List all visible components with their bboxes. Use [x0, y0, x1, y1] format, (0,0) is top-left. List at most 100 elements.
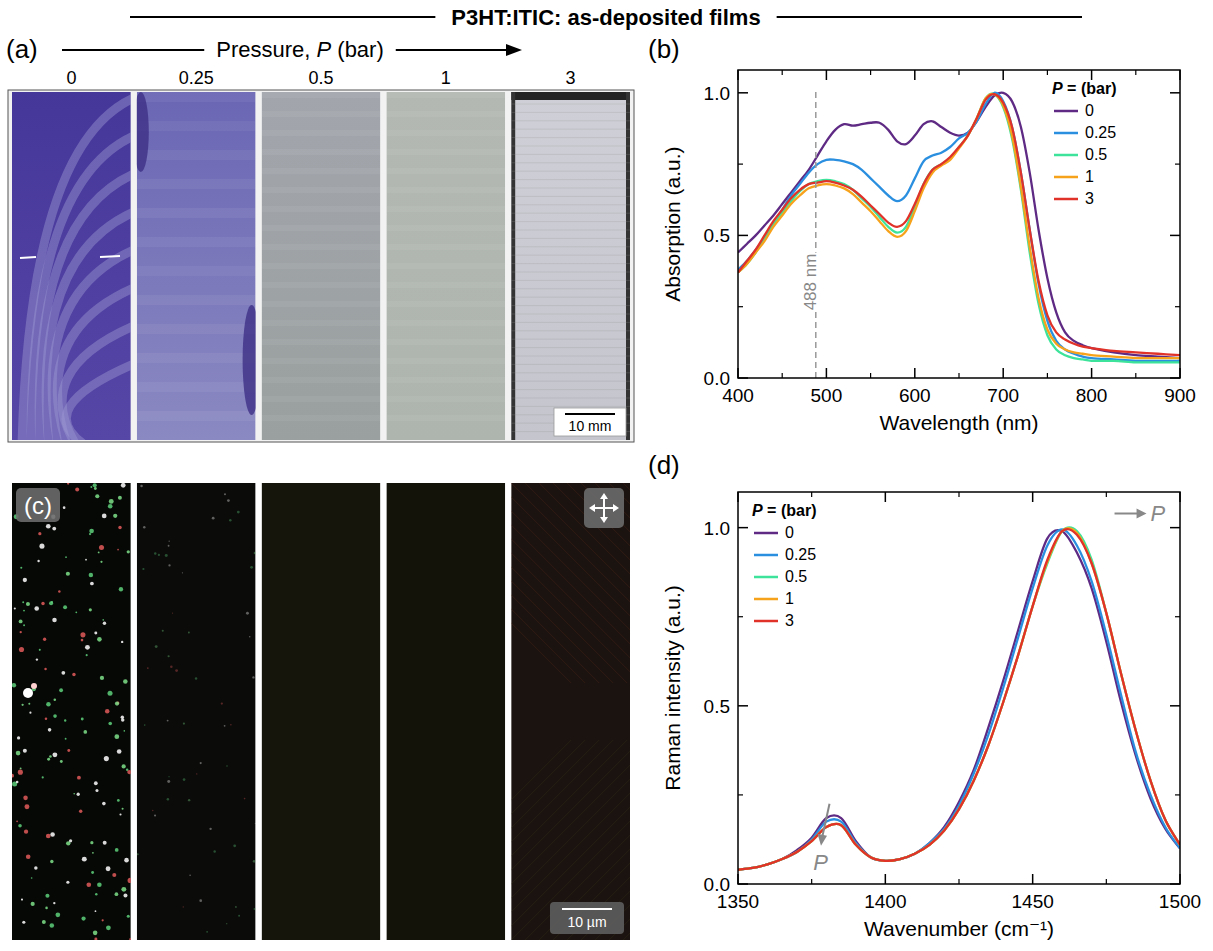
micrograph-strip	[511, 483, 630, 940]
minor-tick	[738, 794, 743, 795]
minor-tick	[1106, 879, 1107, 884]
texture	[221, 702, 223, 704]
text-part: (d)	[648, 450, 680, 480]
scale-bar-box	[550, 902, 624, 934]
text-part: Pressure,	[216, 37, 310, 62]
tick	[738, 377, 748, 379]
text-part: 3	[566, 68, 576, 88]
texture	[52, 752, 57, 757]
texture	[152, 810, 153, 811]
minor-tick	[870, 373, 871, 378]
texture	[386, 377, 505, 383]
texture	[511, 406, 630, 407]
texture	[511, 381, 630, 382]
texture	[90, 841, 93, 844]
texture	[262, 282, 381, 288]
legend-label: 0	[785, 524, 794, 541]
texture	[511, 120, 630, 121]
scale-bar-label: 10 µm	[567, 914, 606, 930]
text-part: (bar)	[776, 502, 816, 519]
text-part: 0	[66, 68, 76, 88]
texture	[386, 225, 505, 231]
texture	[196, 773, 197, 774]
text-part: µm	[583, 914, 607, 930]
text-part: (cm⁻¹)	[988, 917, 1054, 940]
legend-swatch	[754, 620, 778, 623]
minor-tick	[782, 70, 783, 75]
texture	[154, 552, 156, 554]
texture	[525, 483, 630, 683]
polarizer-icon	[613, 504, 619, 512]
texture	[511, 483, 630, 683]
texture	[212, 517, 215, 520]
plot-frame	[738, 492, 1180, 884]
texture	[115, 892, 119, 896]
texture	[48, 728, 52, 732]
photo-strip	[137, 92, 256, 440]
texture	[95, 494, 99, 498]
texture	[511, 238, 630, 239]
text-part: =	[763, 502, 777, 519]
texture	[23, 796, 28, 801]
texture	[511, 740, 630, 940]
texture	[104, 756, 109, 761]
texture	[31, 135, 131, 440]
texture	[26, 602, 30, 606]
texture	[511, 92, 630, 100]
tick	[738, 705, 748, 707]
texture	[92, 852, 94, 854]
texture	[511, 179, 630, 180]
texture	[511, 389, 630, 390]
title-rule	[777, 16, 1082, 18]
texture	[23, 688, 33, 698]
texture	[113, 514, 117, 518]
tick	[1179, 492, 1181, 502]
texture	[581, 483, 630, 683]
texture	[77, 776, 81, 780]
texture	[511, 213, 630, 214]
text-part: P	[310, 37, 331, 62]
annotation-arrow	[823, 804, 830, 836]
texture	[18, 770, 23, 775]
texture	[168, 545, 170, 547]
minor-tick	[738, 616, 743, 617]
texture	[97, 637, 102, 642]
texture	[511, 483, 630, 683]
texture	[137, 121, 256, 131]
title-rule	[130, 16, 435, 18]
texture	[121, 887, 126, 892]
legend-swatch	[754, 554, 778, 557]
texture	[137, 266, 256, 276]
tick-label: 1500	[1159, 891, 1201, 912]
texture	[39, 173, 131, 440]
texture	[262, 149, 381, 155]
text-part: 3	[1085, 190, 1094, 207]
photo-strip	[12, 92, 131, 440]
tick-label: 900	[1164, 385, 1196, 406]
legend-label: 1	[1085, 168, 1094, 185]
legend-swatch	[754, 598, 778, 601]
texture	[511, 188, 630, 189]
texture	[102, 619, 104, 621]
texture	[14, 607, 16, 609]
texture	[69, 839, 72, 842]
text-part: 488	[801, 282, 820, 310]
texture	[39, 649, 41, 651]
texture	[100, 561, 102, 563]
minor-tick	[870, 70, 871, 75]
texture	[262, 187, 381, 193]
label-box	[16, 488, 60, 522]
texture	[511, 483, 585, 683]
minor-tick	[1135, 70, 1136, 75]
minor-tick	[738, 164, 743, 165]
texture	[137, 150, 256, 160]
legend-label: 3	[785, 612, 794, 629]
texture	[46, 211, 131, 440]
text-part: (bar)	[1076, 80, 1116, 97]
arrow-head	[1137, 509, 1147, 519]
texture	[67, 483, 69, 485]
scale-bar-label: 10 mm	[569, 418, 612, 434]
texture	[158, 554, 160, 556]
texture	[386, 282, 505, 288]
texture	[75, 611, 77, 613]
